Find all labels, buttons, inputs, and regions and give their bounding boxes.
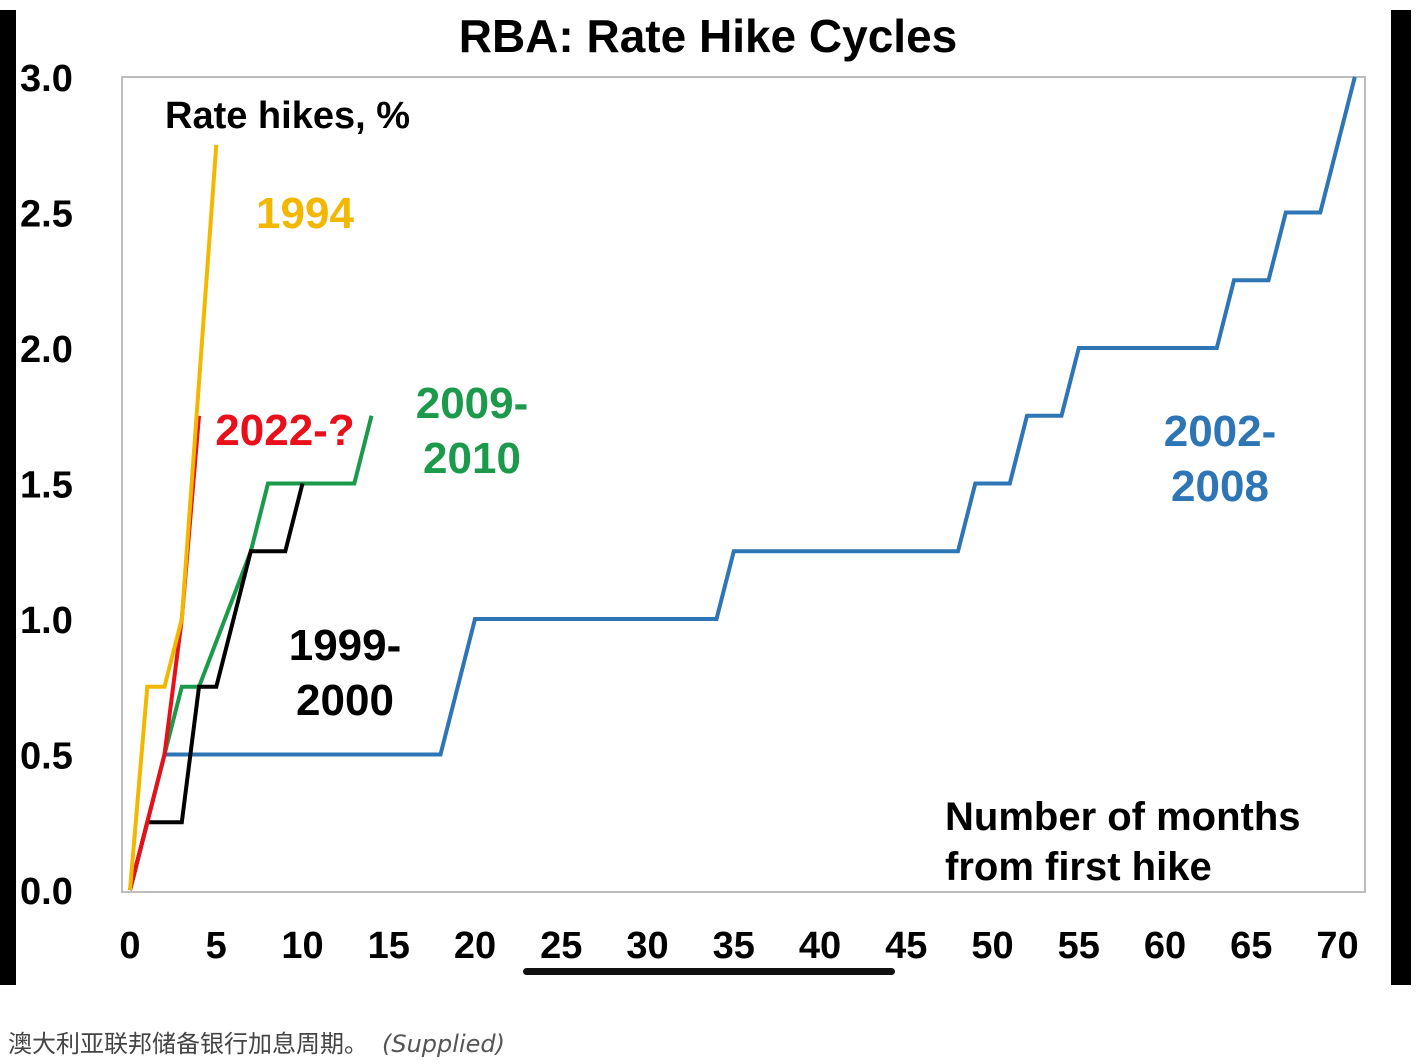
series-label-1999-2000: 2000 xyxy=(296,676,394,725)
series-label-2009-2010: 2009- xyxy=(416,379,529,428)
chart-svg: RBA: Rate Hike Cycles Rate hikes, % Numb… xyxy=(20,10,1366,967)
x-tick-label: 5 xyxy=(206,925,227,967)
x-tick-label: 25 xyxy=(540,925,582,967)
x-tick-label: 20 xyxy=(454,925,496,967)
series-label-2002-2008: 2002- xyxy=(1164,407,1277,456)
y-tick-labels: 0.0 0.5 1.0 1.5 2.0 2.5 3.0 xyxy=(20,58,73,913)
x-tick-label: 65 xyxy=(1230,925,1272,967)
y-tick-label: 1.5 xyxy=(20,465,73,507)
series-label-1999-2000: 1999- xyxy=(289,621,402,670)
y-tick-label: 1.0 xyxy=(20,600,73,642)
plot-area-border xyxy=(121,76,1366,893)
left-edge-bar xyxy=(0,10,16,985)
x-tick-label: 60 xyxy=(1144,925,1186,967)
series-label-2009-2010: 2010 xyxy=(423,434,521,483)
y-tick-label: 0.0 xyxy=(20,871,73,913)
x-tick-label: 45 xyxy=(885,925,927,967)
x-tick-labels: 0 5 10 15 20 25 30 35 40 45 50 55 60 65 70 xyxy=(119,925,1358,967)
series-label-2022: 2022-? xyxy=(215,406,354,455)
caption-source: (Supplied) xyxy=(382,1030,505,1058)
series-labels: 2002- 2008 2009- 2010 1999- 2000 2022-? 1994 xyxy=(215,189,1276,725)
caption-text: 澳大利亚联邦储备银行加息周期。 xyxy=(8,1030,368,1058)
x-axis-label-line-1: Number of months xyxy=(945,795,1301,839)
chart-frame: RBA: Rate Hike Cycles Rate hikes, % Numb… xyxy=(0,10,1411,985)
series-lines xyxy=(128,76,1357,891)
y-tick-label: 2.0 xyxy=(20,329,73,371)
series-label-1994: 1994 xyxy=(256,189,354,238)
series-line-1999-2000 xyxy=(128,483,305,891)
x-tick-label: 55 xyxy=(1058,925,1100,967)
x-tick-label: 30 xyxy=(626,925,668,967)
series-line-1994 xyxy=(128,144,219,891)
x-tick-label: 35 xyxy=(713,925,755,967)
x-axis-label-line-2: from first hike xyxy=(945,845,1212,889)
scrollbar-thumb[interactable] xyxy=(523,968,895,975)
series-label-2002-2008: 2008 xyxy=(1171,462,1269,511)
x-tick-label: 0 xyxy=(119,925,140,967)
x-tick-label: 15 xyxy=(368,925,410,967)
y-tick-label: 3.0 xyxy=(20,58,73,100)
y-axis-label: Rate hikes, % xyxy=(165,95,410,137)
image-caption: 澳大利亚联邦储备银行加息周期。 (Supplied) xyxy=(8,1024,505,1059)
chart-title: RBA: Rate Hike Cycles xyxy=(459,10,958,62)
y-tick-label: 2.5 xyxy=(20,194,73,236)
series-line-2022 xyxy=(128,415,201,891)
series-line-2002-2008 xyxy=(128,76,1357,891)
x-tick-label: 10 xyxy=(281,925,323,967)
x-tick-label: 40 xyxy=(799,925,841,967)
right-edge-bar xyxy=(1391,10,1411,985)
x-tick-label: 50 xyxy=(971,925,1013,967)
y-tick-label: 0.5 xyxy=(20,736,73,778)
x-tick-label: 70 xyxy=(1316,925,1358,967)
